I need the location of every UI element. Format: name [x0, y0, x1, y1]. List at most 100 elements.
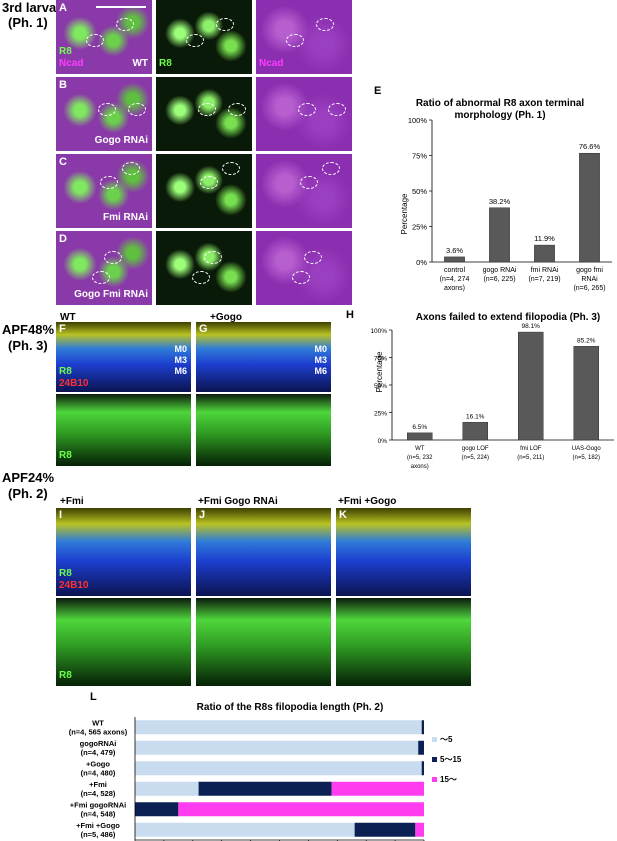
- legend-label: 〜5: [440, 735, 453, 744]
- chart-h-panel-label: H: [346, 309, 354, 321]
- category-label: (n=4, 480): [81, 768, 116, 777]
- layer-label-m6: M6: [174, 366, 187, 376]
- bar: [489, 207, 510, 263]
- roi-circle: [200, 176, 218, 189]
- category-label: +Fmi gogoRNAi: [70, 800, 126, 809]
- micrograph-f-r8: R8: [56, 394, 191, 466]
- bar-segment: [421, 720, 424, 735]
- micrograph-c-ncad: [256, 154, 352, 228]
- micrograph-f-merge: F R8 24B10 M0 M3 M6: [56, 322, 191, 392]
- genotype-label-wt: WT: [132, 58, 148, 69]
- bar-segment: [135, 822, 355, 837]
- bar: [444, 256, 465, 263]
- x-tick-label: (n=5, 182): [572, 455, 600, 461]
- category-label: +Fmi +Gogo: [76, 821, 120, 830]
- micrograph-i-merge: I R8 24B10: [56, 508, 191, 596]
- roi-circle: [204, 251, 222, 264]
- data-label: 11.9%: [534, 234, 555, 243]
- micrograph-b-merge: B Gogo RNAi: [56, 77, 152, 151]
- bar: [579, 152, 600, 263]
- legend-swatch: [432, 757, 437, 762]
- layer-label-m6: M6: [314, 366, 327, 376]
- micrograph-j-r8: [196, 598, 331, 686]
- y-tick-label: 75%: [374, 356, 387, 363]
- data-label: 38.2%: [489, 197, 511, 206]
- category-label: WT: [92, 718, 104, 727]
- roi-circle: [222, 162, 240, 175]
- y-tick-label: 25%: [412, 223, 427, 232]
- roi-circle: [328, 103, 346, 116]
- x-tick-label: (n=5, 224): [461, 455, 489, 461]
- micrograph-a-r8: R8: [156, 0, 252, 74]
- layer-label-m3: M3: [314, 355, 327, 365]
- r8-label: R8: [59, 670, 72, 681]
- ncad-label: Ncad: [59, 58, 84, 69]
- genotype-label-wt: WT: [60, 312, 76, 323]
- micrograph-d-merge: D Gogo Fmi RNAi: [56, 231, 152, 305]
- roi-circle: [100, 176, 118, 189]
- genotype-label-gogo-fmi-rnai: Gogo Fmi RNAi: [74, 289, 148, 300]
- micrograph-j-merge: J: [196, 508, 331, 596]
- chart-h-ylabel: Percentage: [375, 351, 384, 392]
- panel-label-j: J: [199, 509, 206, 521]
- ncad-label: Ncad: [259, 58, 284, 69]
- bar-segment: [198, 781, 332, 796]
- layer-label-m0: M0: [174, 344, 187, 354]
- y-tick-label: 0%: [416, 258, 427, 267]
- x-tick-label: (n=5, 211): [517, 455, 544, 461]
- roi-circle: [304, 251, 322, 264]
- x-tick-label: RNAi: [581, 276, 598, 283]
- bar: [462, 422, 488, 441]
- x-tick-label: fmi LOF: [520, 446, 542, 452]
- y-tick-label: 50%: [374, 383, 387, 390]
- category-label: (n=5, 486): [81, 830, 116, 839]
- bar-segment: [415, 822, 424, 837]
- x-tick-label: WT: [415, 446, 425, 452]
- data-label: 85.2%: [577, 337, 596, 344]
- roi-circle: [322, 162, 340, 175]
- r8-label: R8: [59, 366, 72, 377]
- x-tick-label: axons): [411, 464, 429, 470]
- y-tick-label: 100%: [370, 328, 387, 335]
- layer-label-m0: M0: [314, 344, 327, 354]
- roi-circle: [192, 271, 210, 284]
- stage-label-apf24: APF24%: [2, 470, 55, 485]
- category-label: +Gogo: [86, 759, 110, 768]
- y-tick-label: 75%: [412, 152, 427, 161]
- bar: [534, 244, 555, 263]
- category-label: gogoRNAi: [80, 739, 117, 748]
- roi-circle: [286, 34, 304, 47]
- x-tick-label: (n=6, 265): [573, 285, 605, 292]
- chart-l-panel-label: L: [90, 691, 97, 703]
- r8-label: R8: [159, 58, 172, 69]
- x-tick-label: gogo LOF: [462, 446, 489, 452]
- genotype-label-fmi-gogo-rnai: +Fmi Gogo RNAi: [198, 496, 278, 507]
- chart-e-panel-label: E: [374, 85, 381, 97]
- chart-l-title: Ratio of the R8s filopodia length (Ph. 2…: [197, 702, 384, 713]
- roi-circle: [228, 103, 246, 116]
- micrograph-c-merge: C Fmi RNAi: [56, 154, 152, 228]
- chart-l: L Ratio of the R8s filopodia length (Ph.…: [69, 691, 462, 841]
- chart-e-title-1: Ratio of abnormal R8 axon terminal: [416, 98, 585, 109]
- micrograph-b-r8: [156, 77, 252, 151]
- x-tick-label: UAS-Gogo: [572, 446, 602, 452]
- genotype-label-fmi-rnai: Fmi RNAi: [103, 212, 148, 223]
- antibody-label-24b10: 24B10: [59, 378, 89, 389]
- y-tick-label: 100%: [408, 116, 428, 125]
- y-tick-label: 25%: [374, 411, 387, 418]
- micrograph-a-ncad: Ncad: [256, 0, 352, 74]
- chart-h: H Axons failed to extend filopodia (Ph. …: [346, 309, 614, 470]
- roi-circle: [92, 271, 110, 284]
- genotype-label-fmi-gogo: +Fmi +Gogo: [338, 496, 397, 507]
- data-label: 98.1%: [522, 323, 541, 330]
- bar-segment: [135, 761, 422, 776]
- chart-e-title-2: morphology (Ph. 1): [454, 110, 545, 121]
- layer-label-m3: M3: [174, 355, 187, 365]
- x-tick-label: (n=5, 232: [407, 455, 433, 461]
- panel-label-a: A: [59, 2, 67, 14]
- micrograph-k-r8: [336, 598, 471, 686]
- panel-label-i: I: [59, 509, 63, 521]
- legend-swatch: [432, 737, 437, 742]
- micrograph-g-merge: G M0 M3 M6: [196, 322, 331, 392]
- category-label: (n=4, 565 axons): [69, 727, 128, 736]
